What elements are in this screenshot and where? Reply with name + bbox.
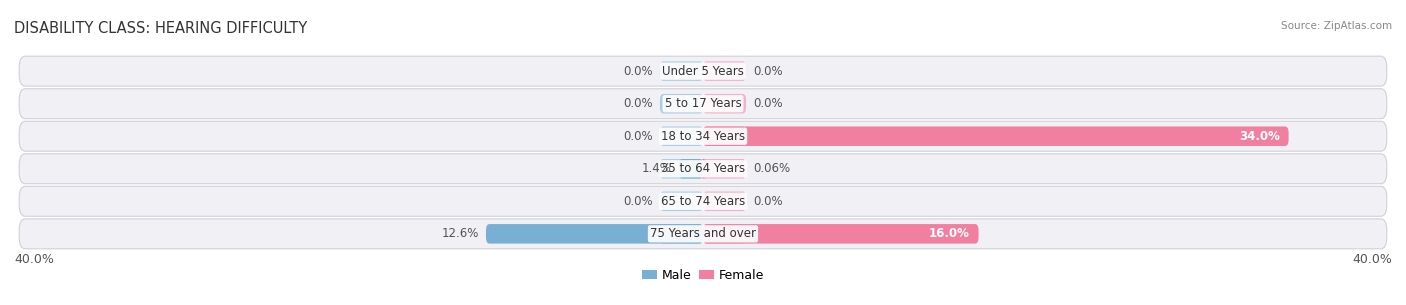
Text: 0.0%: 0.0%	[623, 65, 652, 78]
FancyBboxPatch shape	[659, 127, 703, 146]
Legend: Male, Female: Male, Female	[637, 264, 769, 287]
Text: 40.0%: 40.0%	[14, 253, 53, 266]
FancyBboxPatch shape	[703, 192, 747, 211]
FancyBboxPatch shape	[703, 61, 747, 81]
Text: 65 to 74 Years: 65 to 74 Years	[661, 195, 745, 208]
FancyBboxPatch shape	[20, 186, 1386, 216]
Text: Source: ZipAtlas.com: Source: ZipAtlas.com	[1281, 21, 1392, 31]
Text: 1.4%: 1.4%	[643, 162, 672, 175]
Text: 0.0%: 0.0%	[623, 195, 652, 208]
FancyBboxPatch shape	[659, 61, 703, 81]
FancyBboxPatch shape	[703, 159, 747, 178]
Text: 0.06%: 0.06%	[754, 162, 790, 175]
Text: 12.6%: 12.6%	[441, 227, 479, 240]
Text: 35 to 64 Years: 35 to 64 Years	[661, 162, 745, 175]
FancyBboxPatch shape	[659, 94, 703, 113]
Text: 75 Years and over: 75 Years and over	[650, 227, 756, 240]
FancyBboxPatch shape	[679, 159, 703, 178]
FancyBboxPatch shape	[20, 121, 1386, 151]
Text: DISABILITY CLASS: HEARING DIFFICULTY: DISABILITY CLASS: HEARING DIFFICULTY	[14, 21, 308, 36]
FancyBboxPatch shape	[703, 224, 747, 244]
FancyBboxPatch shape	[703, 127, 1289, 146]
Text: 0.0%: 0.0%	[754, 97, 783, 110]
Text: Under 5 Years: Under 5 Years	[662, 65, 744, 78]
FancyBboxPatch shape	[700, 159, 706, 178]
Text: 0.0%: 0.0%	[754, 65, 783, 78]
Text: 18 to 34 Years: 18 to 34 Years	[661, 130, 745, 143]
Text: 0.0%: 0.0%	[754, 195, 783, 208]
FancyBboxPatch shape	[20, 154, 1386, 184]
Text: 16.0%: 16.0%	[929, 227, 970, 240]
FancyBboxPatch shape	[703, 224, 979, 244]
FancyBboxPatch shape	[659, 159, 703, 178]
FancyBboxPatch shape	[659, 224, 703, 244]
FancyBboxPatch shape	[703, 127, 747, 146]
Text: 40.0%: 40.0%	[1353, 253, 1392, 266]
Text: 0.0%: 0.0%	[623, 97, 652, 110]
Text: 0.0%: 0.0%	[623, 130, 652, 143]
Text: 5 to 17 Years: 5 to 17 Years	[665, 97, 741, 110]
FancyBboxPatch shape	[20, 219, 1386, 249]
FancyBboxPatch shape	[659, 192, 703, 211]
FancyBboxPatch shape	[703, 94, 747, 113]
Text: 34.0%: 34.0%	[1239, 130, 1279, 143]
FancyBboxPatch shape	[486, 224, 703, 244]
FancyBboxPatch shape	[20, 89, 1386, 119]
FancyBboxPatch shape	[20, 56, 1386, 86]
